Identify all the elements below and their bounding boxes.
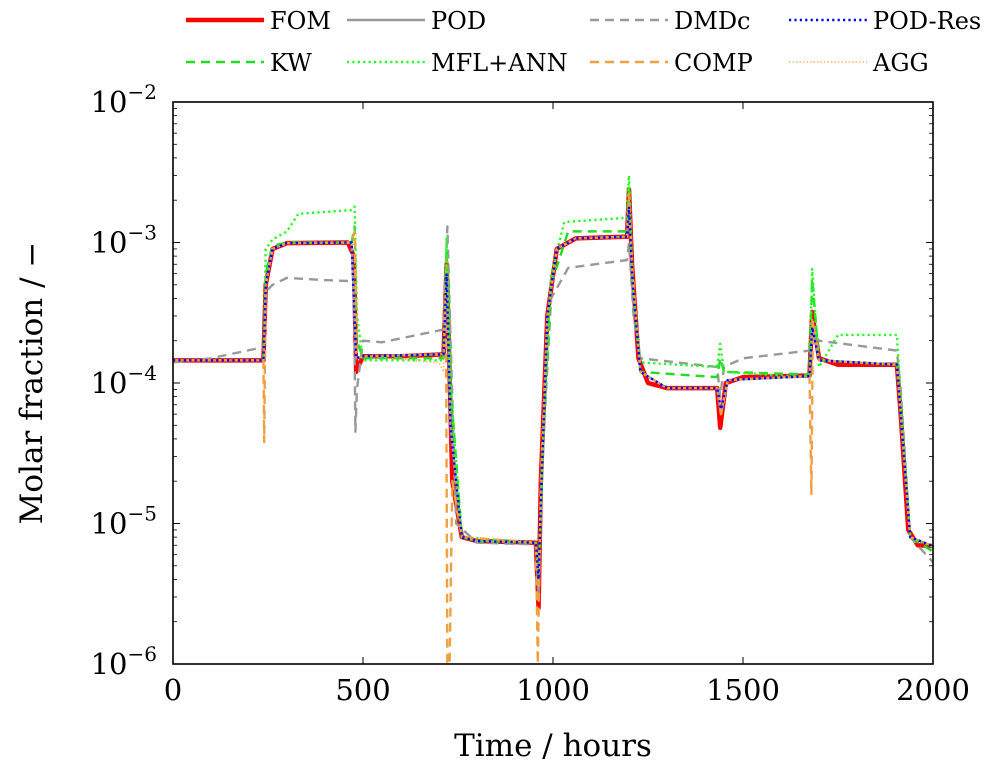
y-tick-label: 10−3	[91, 221, 157, 260]
y-axis-label: Molar fraction / −	[14, 242, 50, 525]
legend-label: FOM	[270, 7, 331, 35]
legend-label: DMDc	[674, 7, 751, 35]
legend-label: KW	[270, 49, 312, 77]
y-tick-label: 10−4	[91, 361, 157, 400]
legend-label: POD-Res	[873, 7, 981, 35]
series-line-pod-res	[173, 205, 933, 581]
series-line-agg	[173, 199, 933, 581]
y-tick-label: 10−6	[91, 642, 157, 681]
legend-label: POD	[431, 7, 486, 35]
x-tick-label: 0	[164, 673, 182, 707]
y-tick-label: 10−5	[91, 502, 157, 541]
y-tick-label: 10−2	[91, 80, 157, 119]
legend-label: COMP	[674, 49, 753, 77]
x-tick-label: 1000	[516, 673, 590, 707]
legend: FOM POD DMDc POD-Res KW MFL+ANN COMP AGG	[186, 7, 981, 77]
plot-frame	[172, 101, 934, 665]
legend-label: AGG	[872, 49, 929, 77]
x-tick-label: 1500	[706, 673, 780, 707]
x-tick-label: 500	[335, 673, 390, 707]
series-layer	[173, 174, 933, 664]
x-axis-label: Time / hours	[454, 728, 652, 762]
legend-label: MFL+ANN	[431, 49, 568, 77]
series-line-mfl-ann	[173, 174, 933, 581]
ticks-layer: 0 500 1000 1500 2000 10−6 10−5 10−4 10−3 10−2	[91, 80, 970, 707]
series-line-fom	[173, 186, 933, 611]
x-tick-label: 2000	[896, 673, 970, 707]
